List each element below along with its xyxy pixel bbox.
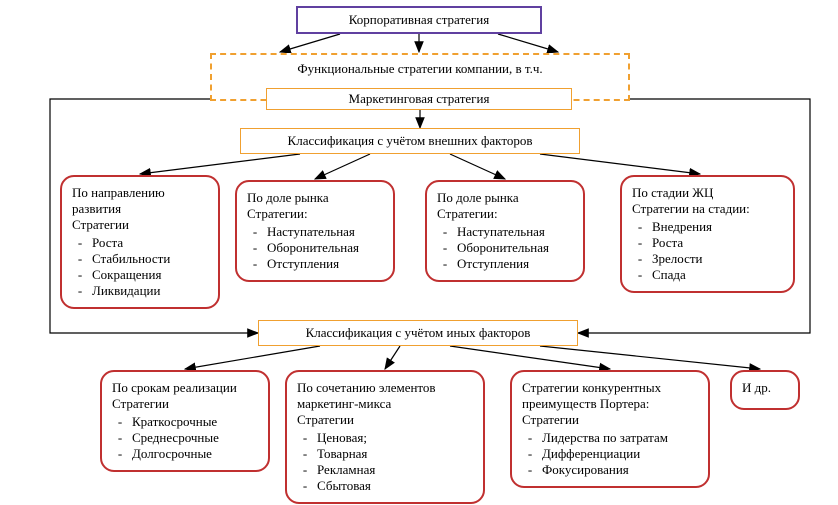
group-item: Долгосрочные — [132, 446, 258, 462]
group-item: Сбытовая — [317, 478, 473, 494]
classification-other-box: Классификация с учётом иных факторов — [258, 320, 578, 346]
group-title: По доле рынка — [437, 190, 573, 206]
group-subtitle: Стратегии — [297, 412, 473, 428]
group-subtitle: Стратегии на стадии: — [632, 201, 783, 217]
group-title: По сочетанию элементов маркетинг-микса — [297, 380, 473, 412]
group-item: Наступательная — [267, 224, 383, 240]
group-subtitle: Стратегии: — [247, 206, 383, 222]
group-subtitle: Стратегии: — [437, 206, 573, 222]
group-items: КраткосрочныеСреднесрочныеДолгосрочные — [112, 414, 258, 462]
group-title: По стадии ЖЦ — [632, 185, 783, 201]
group-item: Стабильности — [92, 251, 208, 267]
ext-group: По направлению развитияСтратегии РостаСта… — [60, 175, 220, 309]
group-title: Стратегии конкурентных преимуществ Порте… — [522, 380, 698, 412]
group-item: Роста — [92, 235, 208, 251]
marketing-strategy-box: Маркетинговая стратегия — [266, 88, 572, 110]
group-subtitle: Стратегии — [522, 412, 698, 428]
group-items: РостаСтабильностиСокращенияЛиквидации — [72, 235, 208, 299]
group-item: Отступления — [457, 256, 573, 272]
group-item: Сокращения — [92, 267, 208, 283]
group-title: По направлению развития — [72, 185, 208, 217]
group-item: Оборонительная — [267, 240, 383, 256]
group-items: Ценовая;ТоварнаяРекламнаяСбытовая — [297, 430, 473, 494]
group-item: Ценовая; — [317, 430, 473, 446]
ext-group: По доле рынкаСтратегии: НаступательнаяОбо… — [425, 180, 585, 282]
group-subtitle: Стратегии — [112, 396, 258, 412]
group-title: По доле рынка — [247, 190, 383, 206]
group-item: Рекламная — [317, 462, 473, 478]
classification-other-label: Классификация с учётом иных факторов — [306, 325, 531, 341]
group-item: Внедрения — [652, 219, 783, 235]
other-group: Стратегии конкурентных преимуществ Порте… — [510, 370, 710, 488]
group-item: Оборонительная — [457, 240, 573, 256]
corporate-strategy-box: Корпоративная стратегия — [296, 6, 542, 34]
group-item: Ликвидации — [92, 283, 208, 299]
group-item: Товарная — [317, 446, 473, 462]
group-item: Зрелости — [652, 251, 783, 267]
marketing-strategy-label: Маркетинговая стратегия — [349, 91, 490, 107]
group-item: Дифференциации — [542, 446, 698, 462]
group-item: Наступательная — [457, 224, 573, 240]
group-items: НаступательнаяОборонительнаяОтступления — [437, 224, 573, 272]
classification-external-label: Классификация с учётом внешних факторов — [288, 133, 533, 149]
ext-group: По стадии ЖЦСтратегии на стадии: Внедрени… — [620, 175, 795, 293]
group-items: НаступательнаяОборонительнаяОтступления — [247, 224, 383, 272]
other-group: По срокам реализацииСтратегии Краткосрочн… — [100, 370, 270, 472]
other-group: И др. — [730, 370, 800, 410]
group-item: Среднесрочные — [132, 430, 258, 446]
group-title: По срокам реализации — [112, 380, 258, 396]
functional-strategies-label: Функциональные стратегии компании, в т.ч… — [297, 61, 542, 77]
group-item: Спада — [652, 267, 783, 283]
group-item: Краткосрочные — [132, 414, 258, 430]
group-item: Лидерства по затратам — [542, 430, 698, 446]
group-item: Фокусирования — [542, 462, 698, 478]
group-item: Отступления — [267, 256, 383, 272]
diagram-stage: Корпоративная стратегия Функциональные с… — [0, 0, 838, 505]
group-subtitle: Стратегии — [72, 217, 208, 233]
group-items: Лидерства по затратамДифференциацииФокус… — [522, 430, 698, 478]
ext-group: По доле рынкаСтратегии: НаступательнаяОбо… — [235, 180, 395, 282]
other-group: По сочетанию элементов маркетинг-миксаСт… — [285, 370, 485, 504]
group-title: И др. — [742, 380, 788, 396]
group-items: ВнедренияРостаЗрелостиСпада — [632, 219, 783, 283]
corporate-strategy-label: Корпоративная стратегия — [349, 12, 489, 28]
group-item: Роста — [652, 235, 783, 251]
classification-external-box: Классификация с учётом внешних факторов — [240, 128, 580, 154]
